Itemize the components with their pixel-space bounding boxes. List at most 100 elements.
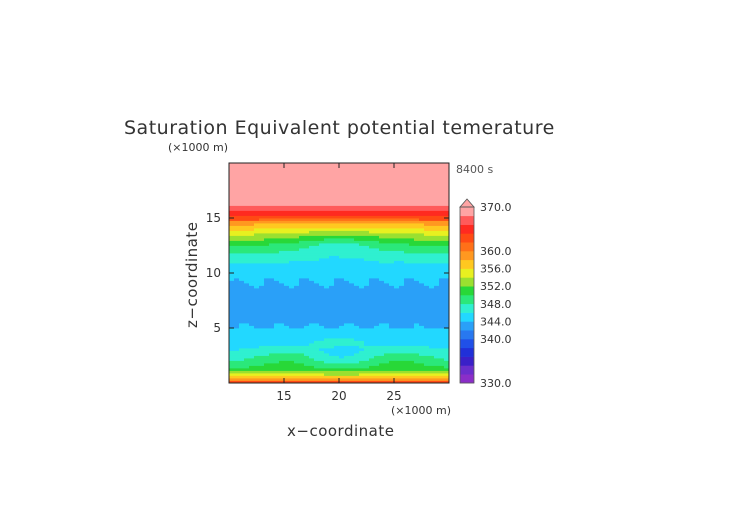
field-cell (429, 378, 435, 381)
field-cell (324, 343, 330, 346)
field-cell (394, 275, 400, 279)
field-cell (259, 243, 265, 246)
field-cell (389, 350, 395, 354)
field-cell (374, 210, 380, 214)
field-cell (369, 170, 375, 174)
field-cell (399, 193, 405, 196)
field-cell (239, 165, 245, 169)
field-cell (359, 188, 365, 191)
field-cell (324, 280, 330, 284)
field-cell (384, 250, 390, 254)
field-cell (299, 245, 305, 249)
field-cell (444, 213, 450, 216)
field-cell (359, 175, 365, 179)
field-cell (394, 270, 400, 274)
field-cell (364, 233, 370, 236)
field-cell (294, 225, 300, 229)
field-cell (414, 325, 420, 329)
field-cell (404, 175, 410, 179)
field-cell (289, 345, 295, 349)
field-cell (339, 280, 345, 284)
field-cell (234, 200, 240, 204)
field-cell (384, 305, 390, 309)
field-cell (409, 375, 415, 379)
field-cell (299, 285, 305, 289)
field-cell (264, 338, 270, 341)
field-cell (409, 378, 415, 381)
field-cell (409, 340, 415, 344)
field-cell (309, 225, 315, 229)
field-cell (304, 358, 310, 361)
field-cell (284, 255, 290, 259)
field-cell (384, 270, 390, 274)
field-cell (274, 328, 280, 331)
field-cell (259, 253, 265, 256)
field-cell (344, 228, 350, 231)
field-cell (249, 235, 255, 239)
field-cell (279, 363, 285, 366)
field-cell (314, 343, 320, 346)
field-cell (344, 240, 350, 244)
field-cell (354, 165, 360, 169)
field-cell (349, 250, 355, 254)
field-cell (329, 183, 335, 186)
field-cell (399, 365, 405, 369)
field-cell (259, 350, 265, 354)
field-cell (239, 348, 245, 351)
field-cell (349, 330, 355, 334)
field-cell (399, 330, 405, 334)
field-cell (354, 293, 360, 296)
field-cell (309, 323, 315, 326)
field-cell (409, 193, 415, 196)
field-cell (259, 235, 265, 239)
field-cell (314, 358, 320, 361)
field-cell (399, 295, 405, 299)
field-cell (229, 170, 235, 174)
field-cell (419, 248, 425, 251)
field-cell (319, 243, 325, 246)
field-cell (279, 168, 285, 171)
field-cell (369, 235, 375, 239)
field-cell (254, 230, 260, 234)
field-cell (424, 350, 430, 354)
field-cell (269, 190, 275, 194)
field-cell (409, 373, 415, 376)
field-cell (284, 378, 290, 381)
field-cell (379, 258, 385, 261)
field-cell (304, 323, 310, 326)
field-cell (309, 380, 315, 384)
field-cell (424, 335, 430, 339)
field-cell (319, 190, 325, 194)
field-cell (234, 230, 240, 234)
field-cell (239, 280, 245, 284)
field-cell (354, 163, 360, 166)
field-cell (384, 203, 390, 206)
field-cell (389, 275, 395, 279)
field-cell (319, 183, 325, 186)
field-cell (364, 275, 370, 279)
field-cell (404, 348, 410, 351)
field-cell (289, 208, 295, 211)
field-cell (274, 295, 280, 299)
field-cell (314, 223, 320, 226)
field-cell (359, 183, 365, 186)
field-cell (289, 230, 295, 234)
field-cell (324, 173, 330, 176)
field-cell (284, 208, 290, 211)
field-cell (344, 335, 350, 339)
field-cell (379, 213, 385, 216)
field-cell (399, 218, 405, 221)
field-cell (354, 290, 360, 294)
field-cell (439, 368, 445, 371)
field-cell (324, 323, 330, 326)
field-cell (319, 378, 325, 381)
field-cell (414, 273, 420, 276)
field-cell (234, 368, 240, 371)
field-cell (354, 230, 360, 234)
field-cell (429, 168, 435, 171)
field-cell (394, 350, 400, 354)
field-cell (259, 218, 265, 221)
field-cell (259, 365, 265, 369)
field-cell (444, 235, 450, 239)
field-cell (439, 285, 445, 289)
